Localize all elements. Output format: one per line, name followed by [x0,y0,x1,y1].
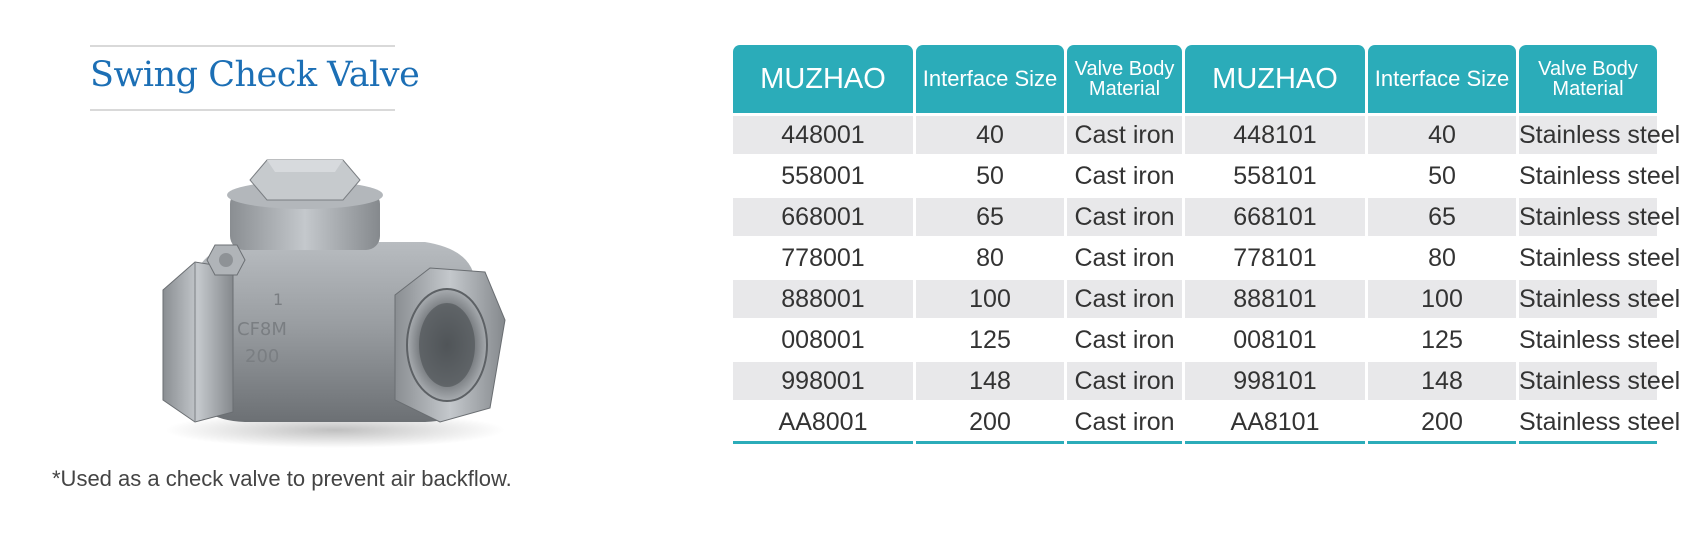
model-cell: AA8101 [1185,403,1365,444]
material-cell: Stainless steel [1519,280,1680,321]
size-cell: 200 [916,403,1064,444]
model-cell: 008101 [1185,321,1365,362]
header-valve-body-material: Valve Body Material [1067,45,1182,116]
model-cell: 448001 [733,116,913,157]
title-block: Swing Check Valve [90,45,420,111]
material-cell: Cast iron [1067,116,1182,157]
model-cell: 448101 [1185,116,1365,157]
page-title: Swing Check Valve [90,55,420,95]
header-muzhao: MUZHAO [1185,45,1365,116]
model-cell: 888001 [733,280,913,321]
material-cell: Cast iron [1067,157,1182,198]
table-row: 778001 80 Cast iron 778101 80 Stainless … [733,239,1680,280]
material-cell: Stainless steel [1519,239,1680,280]
model-cell: 668001 [733,198,913,239]
material-cell: Stainless steel [1519,321,1680,362]
header-muzhao: MUZHAO [733,45,913,116]
header-interface-size: Interface Size [916,45,1064,116]
size-cell: 148 [916,362,1064,403]
size-cell: 100 [1368,280,1516,321]
size-cell: 65 [1368,198,1516,239]
size-cell: 100 [916,280,1064,321]
material-cell: Cast iron [1067,280,1182,321]
size-cell: 40 [916,116,1064,157]
table-row: 668001 65 Cast iron 668101 65 Stainless … [733,198,1680,239]
size-cell: 50 [916,157,1064,198]
spec-table: MUZHAO Interface Size Valve Body Materia… [730,45,1680,444]
material-cell: Cast iron [1067,321,1182,362]
material-cell: Stainless steel [1519,198,1680,239]
header-interface-size: Interface Size [1368,45,1516,116]
size-cell: 80 [916,239,1064,280]
svg-text:1: 1 [273,290,283,309]
material-cell: Cast iron [1067,362,1182,403]
table-row: 008001 125 Cast iron 008101 125 Stainles… [733,321,1680,362]
svg-text:200: 200 [245,346,279,367]
size-cell: 50 [1368,157,1516,198]
material-cell: Stainless steel [1519,157,1680,198]
model-cell: 668101 [1185,198,1365,239]
header-valve-body-material: Valve Body Material [1519,45,1657,116]
footnote: *Used as a check valve to prevent air ba… [52,466,512,491]
svg-text:CF8M: CF8M [237,319,287,340]
size-cell: 65 [916,198,1064,239]
material-cell: Stainless steel [1519,403,1680,444]
material-cell: Cast iron [1067,198,1182,239]
model-cell: AA8001 [733,403,913,444]
table-header-row: MUZHAO Interface Size Valve Body Materia… [733,45,1657,116]
model-cell: 998001 [733,362,913,403]
material-cell: Cast iron [1067,403,1182,444]
size-cell: 40 [1368,116,1516,157]
model-cell: 778001 [733,239,913,280]
material-cell: Stainless steel [1519,116,1680,157]
model-cell: 998101 [1185,362,1365,403]
table-row: AA8001 200 Cast iron AA8101 200 Stainles… [733,403,1680,444]
swing-check-valve-image: 1 CF8M 200 [162,159,506,448]
table-row: 448001 40 Cast iron 448101 40 Stainless … [733,116,1680,157]
size-cell: 148 [1368,362,1516,403]
material-cell: Cast iron [1067,239,1182,280]
model-cell: 778101 [1185,239,1365,280]
table-row: 558001 50 Cast iron 558101 50 Stainless … [733,157,1680,198]
table-row: 998001 148 Cast iron 998101 148 Stainles… [733,362,1680,403]
model-cell: 558101 [1185,157,1365,198]
table-row: 888001 100 Cast iron 888101 100 Stainles… [733,280,1680,321]
model-cell: 008001 [733,321,913,362]
model-cell: 558001 [733,157,913,198]
size-cell: 80 [1368,239,1516,280]
material-cell: Stainless steel [1519,362,1680,403]
size-cell: 200 [1368,403,1516,444]
size-cell: 125 [916,321,1064,362]
model-cell: 888101 [1185,280,1365,321]
size-cell: 125 [1368,321,1516,362]
